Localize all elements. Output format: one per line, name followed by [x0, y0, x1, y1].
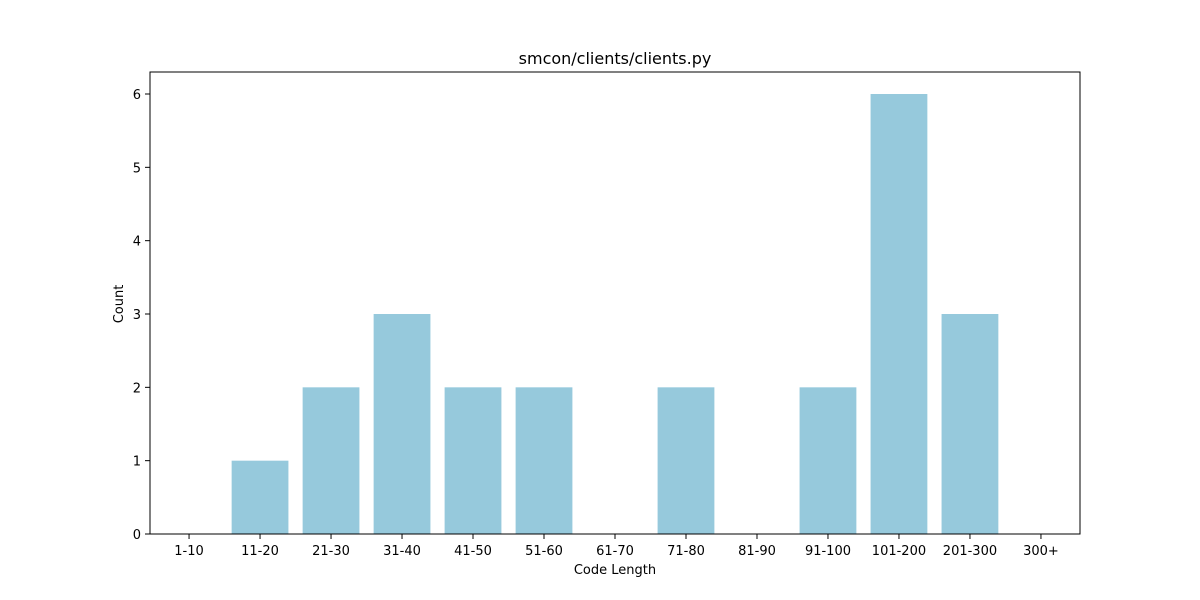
x-tick-label: 101-200 [872, 544, 926, 559]
y-tick-label: 2 [133, 381, 141, 396]
y-tick-label: 0 [133, 528, 141, 543]
y-tick-label: 3 [133, 308, 141, 323]
y-axis-label: Count [112, 285, 127, 324]
x-tick-label: 300+ [1023, 544, 1059, 559]
y-tick-label: 6 [133, 88, 141, 103]
bar-71-80 [658, 387, 715, 534]
x-axis-label: Code Length [574, 563, 656, 578]
plot-area-frame [150, 72, 1080, 534]
x-tick-label: 11-20 [241, 544, 279, 559]
bar-101-200 [871, 94, 928, 534]
x-tick-label: 1-10 [174, 544, 204, 559]
y-axis-ticks: 0 1 2 3 4 5 6 [133, 88, 150, 543]
bar-201-300 [942, 314, 999, 534]
y-tick-label: 4 [133, 235, 141, 250]
x-tick-label: 201-300 [943, 544, 997, 559]
x-tick-label: 71-80 [667, 544, 705, 559]
y-tick-label: 5 [133, 161, 141, 176]
bar-11-20 [232, 461, 289, 534]
bar-91-100 [800, 387, 857, 534]
x-tick-label: 61-70 [596, 544, 634, 559]
x-tick-label: 81-90 [738, 544, 776, 559]
bar-51-60 [516, 387, 573, 534]
x-tick-label: 91-100 [805, 544, 851, 559]
bar-41-50 [445, 387, 502, 534]
x-tick-label: 51-60 [525, 544, 563, 559]
chart-title: smcon/clients/clients.py [519, 49, 712, 68]
y-tick-label: 1 [133, 455, 141, 470]
bar-21-30 [303, 387, 360, 534]
bars-group [232, 94, 999, 534]
x-axis-ticks: 1-10 11-20 21-30 31-40 41-50 51-60 61-70 71-80 8… [174, 534, 1059, 559]
x-tick-label: 31-40 [383, 544, 421, 559]
x-tick-label: 41-50 [454, 544, 492, 559]
bar-31-40 [374, 314, 431, 534]
x-tick-label: 21-30 [312, 544, 350, 559]
